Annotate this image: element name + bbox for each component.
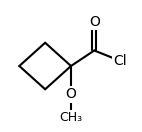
- Text: CH₃: CH₃: [59, 111, 83, 124]
- Text: Cl: Cl: [113, 54, 127, 68]
- Text: O: O: [89, 15, 100, 29]
- Text: O: O: [66, 87, 76, 101]
